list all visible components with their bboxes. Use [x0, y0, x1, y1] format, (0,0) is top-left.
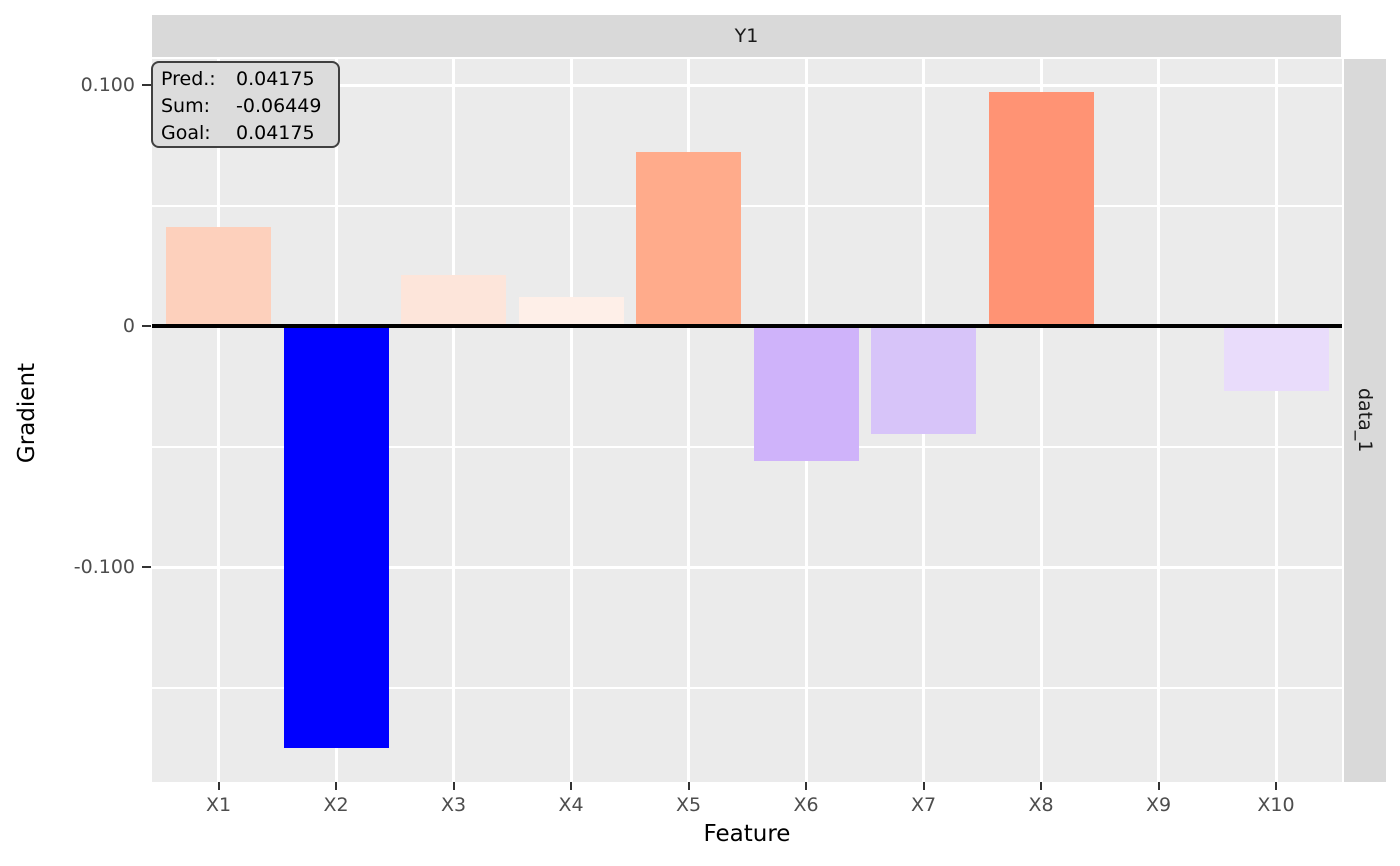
y-tick-label: -0.100 — [73, 556, 135, 578]
x-tick-label: X8 — [1028, 794, 1054, 816]
gridline-minor-horizontal — [152, 445, 1342, 448]
x-axis-title: Feature — [703, 821, 791, 847]
annotation-pred-value: 0.04175 — [236, 68, 315, 90]
plot-panel — [152, 59, 1342, 782]
x-tick-mark — [217, 782, 220, 790]
gridline-minor-horizontal — [152, 204, 1342, 207]
gridline-major-horizontal — [152, 83, 1342, 87]
x-tick-mark — [335, 782, 337, 790]
y-tick-label: 0.100 — [80, 74, 135, 96]
x-tick-label: X2 — [323, 794, 349, 816]
annotation-goal-value: 0.04175 — [236, 122, 315, 144]
y-tick-label: 0 — [122, 315, 135, 337]
x-tick-label: X1 — [205, 794, 232, 816]
y-axis-title: Gradient — [14, 362, 40, 464]
facet-strip-right: data_1 — [1344, 59, 1386, 782]
x-tick-label: X6 — [793, 794, 819, 816]
gridline-minor-horizontal — [152, 686, 1342, 689]
bar-x10 — [1223, 326, 1329, 392]
gridline-major-horizontal — [152, 565, 1342, 569]
annotation-row-sum: Sum: -0.06449 — [161, 93, 330, 120]
y-tick-mark — [142, 325, 151, 327]
x-tick-label: X10 — [1257, 794, 1295, 816]
annotation-row-goal: Goal: 0.04175 — [161, 120, 330, 147]
y-tick-mark — [142, 84, 151, 86]
x-tick-label: X5 — [675, 794, 702, 816]
gridline-major-vertical — [217, 59, 220, 782]
zero-reference-line — [152, 324, 1342, 328]
facet-strip-top: Y1 — [152, 15, 1341, 57]
bar-x3 — [401, 275, 506, 326]
annotation-row-pred: Pred.: 0.04175 — [161, 66, 330, 93]
annotation-pred-label: Pred.: — [161, 68, 216, 90]
x-tick-mark — [1157, 782, 1160, 790]
x-tick-mark — [922, 782, 925, 790]
x-tick-mark — [687, 782, 690, 790]
annotation-goal-label: Goal: — [161, 122, 211, 144]
gridline-major-vertical — [452, 59, 455, 782]
x-tick-mark — [1275, 782, 1277, 790]
facet-strip-top-label: Y1 — [734, 25, 759, 47]
x-tick-mark — [570, 782, 572, 790]
bar-x4 — [518, 297, 624, 326]
x-tick-label: X3 — [440, 794, 467, 816]
x-tick-label: X4 — [558, 794, 584, 816]
bar-x7 — [871, 326, 976, 435]
bar-x5 — [636, 152, 741, 326]
bar-x8 — [988, 92, 1094, 326]
facet-strip-right-label: data_1 — [1354, 388, 1376, 453]
gridline-major-vertical — [569, 59, 573, 782]
x-tick-label: X9 — [1145, 794, 1172, 816]
gridline-major-vertical — [1157, 59, 1160, 782]
x-tick-mark — [1040, 782, 1042, 790]
gridline-major-vertical — [1039, 59, 1043, 782]
bar-x6 — [753, 326, 859, 461]
x-tick-mark — [805, 782, 807, 790]
gridline-major-vertical — [687, 59, 690, 782]
prediction-annotation-box: Pred.: 0.04175 Sum: -0.06449 Goal: 0.041… — [151, 61, 340, 148]
annotation-sum-label: Sum: — [161, 95, 211, 117]
gridline-major-vertical — [1274, 59, 1278, 782]
x-tick-mark — [452, 782, 455, 790]
y-tick-mark — [142, 566, 151, 568]
bar-x1 — [166, 227, 271, 326]
x-tick-label: X7 — [910, 794, 937, 816]
annotation-sum-value: -0.06449 — [236, 95, 322, 117]
bar-x2 — [283, 326, 389, 748]
